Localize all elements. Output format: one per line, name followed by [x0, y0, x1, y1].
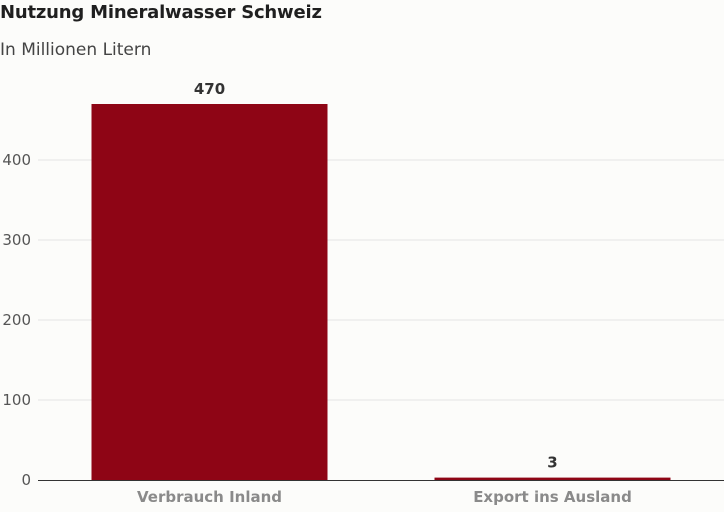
x-tick-label: Verbrauch Inland: [137, 488, 282, 506]
y-tick-label: 0: [21, 471, 31, 489]
bar-0: [91, 104, 328, 480]
y-tick-label: 200: [2, 311, 31, 329]
chart-title: Nutzung Mineralwasser Schweiz: [0, 2, 322, 23]
x-tick-label: Export ins Ausland: [473, 488, 632, 506]
data-label: 470: [194, 80, 225, 98]
y-tick-label: 400: [2, 151, 31, 169]
data-label: 3: [547, 454, 557, 472]
bar-1: [434, 477, 671, 480]
chart-subtitle: In Millionen Litern: [0, 40, 152, 60]
y-tick-label: 100: [2, 391, 31, 409]
y-tick-label: 300: [2, 231, 31, 249]
